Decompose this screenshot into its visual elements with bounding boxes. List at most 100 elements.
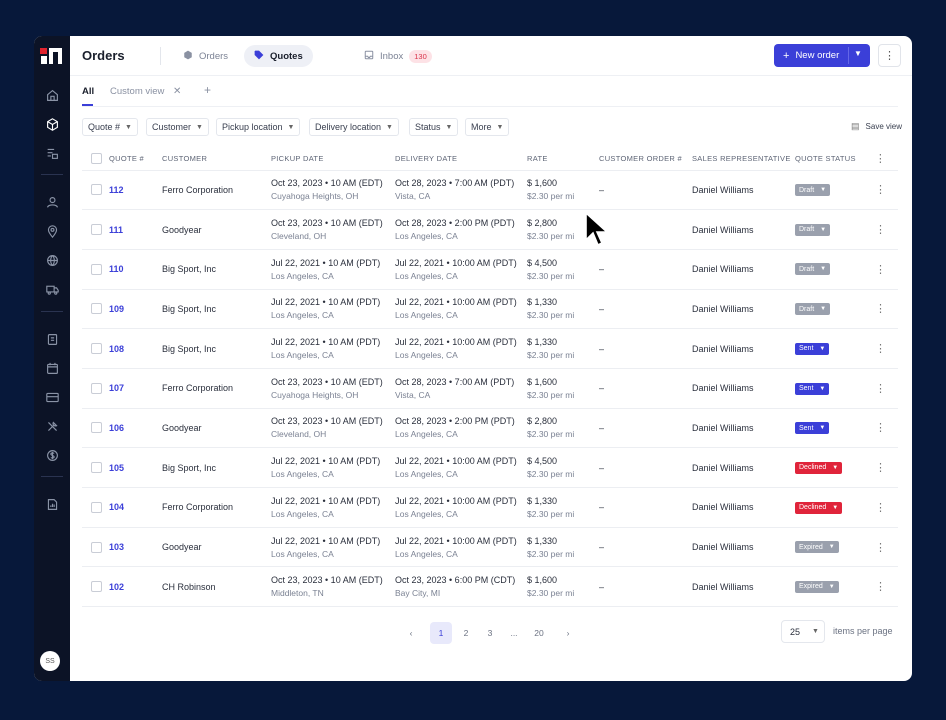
row-checkbox[interactable] — [91, 422, 102, 434]
quote-number-link[interactable]: 106 — [109, 422, 125, 433]
row-actions-icon[interactable]: ⋮ — [863, 447, 898, 488]
next-page-icon[interactable]: › — [566, 628, 570, 638]
status-badge[interactable]: Expired ▼ — [795, 541, 839, 554]
more-options-button[interactable]: ⋮ — [878, 44, 901, 67]
filter-customer[interactable]: Customer ▼ — [146, 118, 209, 136]
table-row[interactable]: 106 Goodyear Oct 23, 2023 • 10 AM (EDT) Cle… — [82, 408, 898, 449]
dispatch-icon[interactable] — [43, 144, 61, 162]
status-badge[interactable]: Sent ▼ — [795, 422, 830, 435]
per-page-select[interactable]: 25 ▼ — [781, 620, 825, 643]
select-all-checkbox[interactable] — [91, 153, 102, 165]
row-actions-icon[interactable]: ⋮ — [863, 249, 898, 290]
billing-icon[interactable] — [43, 388, 61, 406]
row-actions-icon[interactable]: ⋮ — [863, 527, 898, 568]
dollar-icon[interactable] — [43, 446, 61, 464]
view-tab-all[interactable]: All — [82, 86, 95, 97]
new-order-button[interactable]: + New order ▼ — [774, 44, 870, 67]
quote-number-link[interactable]: 109 — [109, 303, 125, 314]
quote-number-link[interactable]: 102 — [109, 581, 125, 592]
row-checkbox[interactable] — [91, 382, 102, 394]
row-checkbox[interactable] — [91, 184, 102, 196]
package-icon[interactable] — [43, 115, 61, 133]
page-2[interactable]: 2 — [463, 628, 469, 638]
close-icon[interactable]: ✕ — [173, 86, 182, 97]
table-row[interactable]: 107 Ferro Corporation Oct 23, 2023 • 10 AM… — [82, 368, 898, 409]
status-badge[interactable]: Draft ▼ — [795, 303, 831, 316]
table-row[interactable]: 102 CH Robinson Oct 23, 2023 • 10 AM (EDT)… — [82, 566, 898, 608]
filter-status[interactable]: Status ▼ — [409, 118, 459, 136]
status-badge[interactable]: Declined ▼ — [795, 461, 843, 474]
status-badge[interactable]: Declined ▼ — [795, 501, 843, 514]
row-actions-icon[interactable]: ⋮ — [863, 566, 898, 608]
home-icon[interactable] — [43, 86, 61, 104]
table-row[interactable]: 108 Big Sport, Inc Jul 22, 2021 • 10 AM (P… — [82, 328, 898, 369]
row-checkbox[interactable] — [91, 581, 102, 593]
filter-quote[interactable]: Quote # ▼ — [82, 118, 138, 136]
prev-page-icon[interactable]: ‹ — [409, 628, 413, 638]
table-row[interactable]: 104 Ferro Corporation Jul 22, 2021 • 10 AM… — [82, 487, 898, 528]
status-badge[interactable]: Expired ▼ — [795, 580, 839, 593]
status-badge[interactable]: Draft ▼ — [795, 184, 831, 197]
filter-pickup-location[interactable]: Pickup location ▼ — [216, 118, 301, 136]
column-header[interactable]: RATE — [527, 148, 599, 171]
tools-icon[interactable] — [43, 417, 61, 435]
quote-number-link[interactable]: 110 — [109, 264, 124, 275]
quote-number-link[interactable]: 108 — [109, 343, 125, 354]
row-checkbox[interactable] — [91, 462, 102, 474]
avatar[interactable]: SS — [40, 651, 60, 671]
row-actions-icon[interactable]: ⋮ — [863, 487, 898, 528]
users-icon[interactable] — [43, 193, 61, 211]
row-actions-icon[interactable]: ⋮ — [863, 209, 898, 250]
row-checkbox[interactable] — [91, 303, 102, 315]
column-header[interactable]: DELIVERY DATE — [395, 148, 527, 171]
column-header[interactable]: CUSTOMER ORDER # — [599, 148, 692, 171]
status-badge[interactable]: Draft ▼ — [795, 263, 831, 276]
quote-number-link[interactable]: 105 — [109, 462, 125, 473]
column-header[interactable]: PICKUP DATE — [271, 148, 395, 171]
page-20[interactable]: 20 — [534, 628, 544, 638]
row-actions-icon[interactable]: ⋮ — [863, 408, 898, 449]
table-row[interactable]: 110 Big Sport, Inc Jul 22, 2021 • 10 AM (P… — [82, 249, 898, 290]
tab-orders[interactable]: Orders — [173, 45, 238, 67]
row-actions-icon[interactable]: ⋮ — [863, 368, 898, 409]
quote-number-link[interactable]: 104 — [109, 502, 125, 513]
save-view-button[interactable]: ▤ Save view — [851, 121, 902, 131]
row-actions-icon[interactable]: ⋮ — [863, 328, 898, 369]
status-badge[interactable]: Draft ▼ — [795, 223, 831, 236]
row-checkbox[interactable] — [91, 343, 102, 355]
report-icon[interactable] — [43, 495, 61, 513]
document-icon[interactable] — [43, 330, 61, 348]
quote-number-link[interactable]: 107 — [109, 383, 125, 394]
quote-number-link[interactable]: 111 — [109, 224, 124, 235]
quote-number-link[interactable]: 103 — [109, 542, 125, 553]
table-row[interactable]: 111 Goodyear Oct 23, 2023 • 10 AM (EDT) Cle… — [82, 209, 898, 250]
row-actions-icon[interactable]: ⋮ — [863, 289, 898, 330]
tab-quotes[interactable]: Quotes — [244, 45, 313, 67]
column-header[interactable]: CUSTOMER — [162, 148, 271, 171]
row-checkbox[interactable] — [91, 263, 102, 275]
chevron-down-icon[interactable]: ▼ — [854, 49, 862, 58]
status-badge[interactable]: Sent ▼ — [795, 342, 830, 355]
table-row[interactable]: 103 Goodyear Jul 22, 2021 • 10 AM (PDT) Los… — [82, 527, 898, 568]
row-checkbox[interactable] — [91, 501, 102, 513]
calendar-icon[interactable] — [43, 359, 61, 377]
column-header[interactable]: SALES REPRESENTATIVE — [692, 148, 795, 171]
add-view-button[interactable]: + — [204, 83, 212, 97]
location-pin-icon[interactable] — [43, 222, 61, 240]
row-actions-icon[interactable]: ⋮ — [863, 170, 898, 211]
quote-number-link[interactable]: 112 — [109, 184, 124, 195]
app-logo[interactable] — [40, 48, 62, 64]
globe-icon[interactable] — [43, 251, 61, 269]
table-row[interactable]: 109 Big Sport, Inc Jul 22, 2021 • 10 AM (P… — [82, 289, 898, 330]
column-header[interactable]: QUOTE STATUS — [795, 148, 863, 171]
filter-delivery-location[interactable]: Delivery location ▼ — [309, 118, 399, 136]
tab-inbox[interactable]: Inbox 130 — [354, 45, 442, 67]
row-checkbox[interactable] — [91, 541, 102, 553]
table-row[interactable]: 112 Ferro Corporation Oct 23, 2023 • 10 AM… — [82, 170, 898, 211]
page-3[interactable]: 3 — [487, 628, 493, 638]
truck-icon[interactable] — [43, 280, 61, 298]
column-header[interactable]: QUOTE # — [109, 148, 162, 171]
table-row[interactable]: 105 Big Sport, Inc Jul 22, 2021 • 10 AM (P… — [82, 447, 898, 488]
status-badge[interactable]: Sent ▼ — [795, 382, 830, 395]
filter-more[interactable]: More ▼ — [465, 118, 510, 136]
